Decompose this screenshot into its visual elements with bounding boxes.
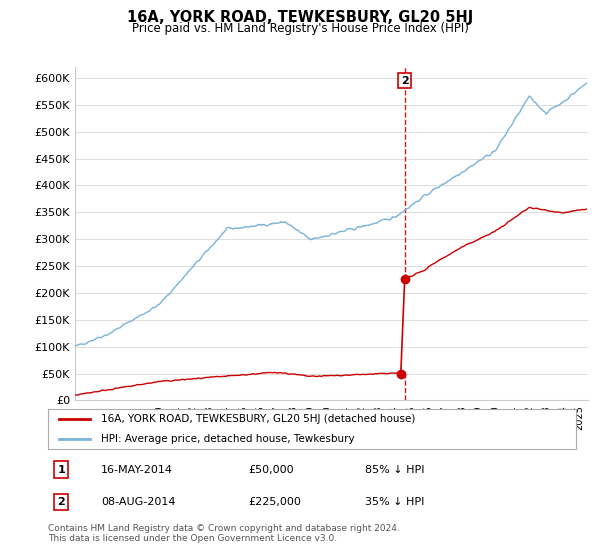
Text: Contains HM Land Registry data © Crown copyright and database right 2024.
This d: Contains HM Land Registry data © Crown c… xyxy=(48,524,400,543)
Text: 16A, YORK ROAD, TEWKESBURY, GL20 5HJ (detached house): 16A, YORK ROAD, TEWKESBURY, GL20 5HJ (de… xyxy=(101,414,415,424)
Text: 2: 2 xyxy=(58,497,65,507)
Text: 35% ↓ HPI: 35% ↓ HPI xyxy=(365,497,424,507)
Text: 1: 1 xyxy=(58,465,65,475)
Text: Price paid vs. HM Land Registry's House Price Index (HPI): Price paid vs. HM Land Registry's House … xyxy=(131,22,469,35)
Text: 2: 2 xyxy=(401,76,409,86)
Text: £225,000: £225,000 xyxy=(248,497,302,507)
Text: £50,000: £50,000 xyxy=(248,465,294,475)
Text: 85% ↓ HPI: 85% ↓ HPI xyxy=(365,465,424,475)
Text: 08-AUG-2014: 08-AUG-2014 xyxy=(101,497,175,507)
Text: 16-MAY-2014: 16-MAY-2014 xyxy=(101,465,173,475)
Text: 16A, YORK ROAD, TEWKESBURY, GL20 5HJ: 16A, YORK ROAD, TEWKESBURY, GL20 5HJ xyxy=(127,10,473,25)
Text: HPI: Average price, detached house, Tewkesbury: HPI: Average price, detached house, Tewk… xyxy=(101,434,355,444)
